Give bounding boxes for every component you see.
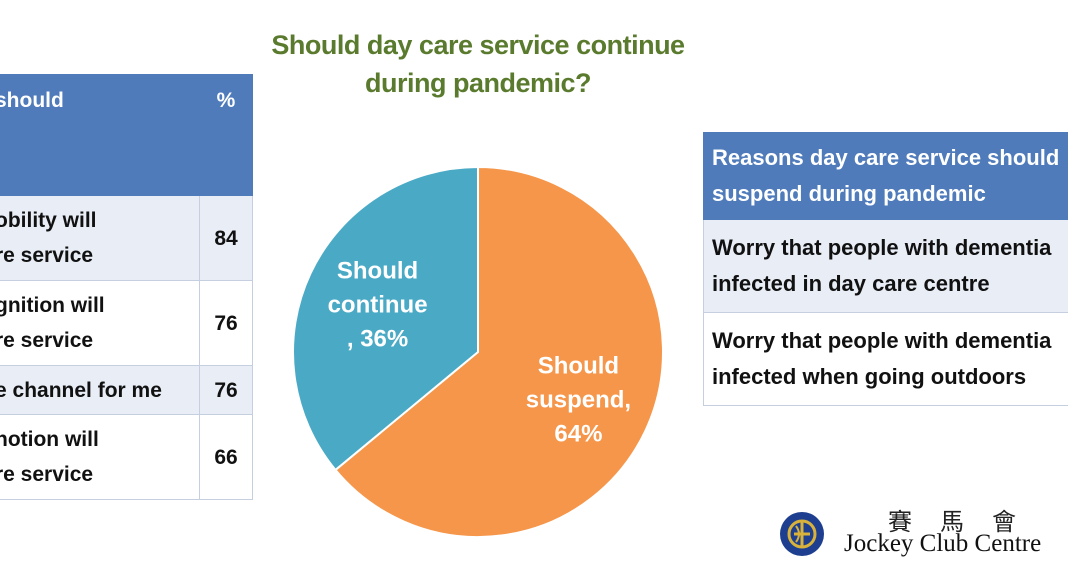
left-table-header-reason: should : — [0, 74, 200, 196]
cell-line: infected when going outdoors — [712, 364, 1027, 389]
chart-title: Should day care service continue during … — [250, 26, 706, 102]
table-cell-reason: notion will re service — [0, 414, 200, 500]
table-cell-value: 76 — [199, 280, 253, 366]
pie-chart: Should suspend, 64% Should continue, 36% — [283, 122, 673, 572]
table-row: Worry that people with dementia infected… — [703, 219, 1068, 313]
left-table-header-pct: % — [199, 74, 253, 196]
chart-title-line-2: during pandemic? — [364, 68, 592, 98]
table-cell-reason: Worry that people with dementia infected… — [703, 312, 1068, 406]
left-table: should : % obility will re service 84 gn… — [0, 74, 253, 500]
chart-title-line-1: Should day care service continue — [271, 30, 685, 60]
cell-line: gnition will — [0, 294, 105, 317]
left-header-line-1: should — [0, 89, 64, 112]
jockey-club-emblem-icon — [780, 512, 824, 556]
right-table-header: Reasons day care service should suspend … — [703, 132, 1068, 220]
table-cell-reason: e channel for me — [0, 365, 200, 415]
logo-chinese-text: 賽馬會 — [888, 508, 1044, 536]
left-table-header: should : % — [0, 74, 253, 196]
cell-line: re service — [0, 329, 94, 352]
table-row: obility will re service 84 — [0, 195, 253, 281]
right-header-line-1: Reasons day care service should — [712, 145, 1060, 170]
pie-chart-svg: Should suspend, 64% Should continue, 36% — [292, 165, 664, 538]
cell-line: e channel for me — [0, 378, 162, 402]
table-cell-reason: obility will re service — [0, 195, 200, 281]
cell-line: Worry that people with dementia — [712, 235, 1052, 260]
cell-line: infected in day care centre — [712, 271, 990, 296]
right-table-header-cell: Reasons day care service should suspend … — [703, 132, 1068, 220]
cell-line: Worry that people with dementia — [712, 328, 1052, 353]
cell-line: re service — [0, 463, 94, 486]
table-cell-value: 84 — [199, 195, 253, 281]
table-cell-value: 66 — [199, 414, 253, 500]
pie-slice-label-0: Should suspend, 64% — [526, 352, 631, 447]
right-table: Reasons day care service should suspend … — [703, 132, 1068, 406]
table-cell-reason: Worry that people with dementia infected… — [703, 219, 1068, 313]
table-cell-value: 76 — [199, 365, 253, 415]
pie-slice-0 — [334, 165, 664, 538]
pie-slice-label-1: Should continue, 36% — [328, 258, 428, 353]
table-row: e channel for me 76 — [0, 365, 253, 415]
jockey-club-logo: 賽馬會 Jockey Club Centre — [778, 500, 1068, 570]
cell-line: re service — [0, 244, 94, 267]
logo-english-text: Jockey Club Centre — [844, 530, 1042, 557]
cell-line: notion will — [0, 428, 99, 451]
table-cell-reason: gnition will re service — [0, 280, 200, 366]
table-row: Worry that people with dementia infected… — [703, 312, 1068, 406]
cell-line: obility will — [0, 209, 97, 232]
right-header-line-2: suspend during pandemic — [712, 181, 986, 206]
left-header-line-2: : — [0, 118, 193, 153]
table-row: gnition will re service 76 — [0, 280, 253, 366]
table-row: notion will re service 66 — [0, 414, 253, 500]
pie-slice-1 — [292, 165, 479, 472]
